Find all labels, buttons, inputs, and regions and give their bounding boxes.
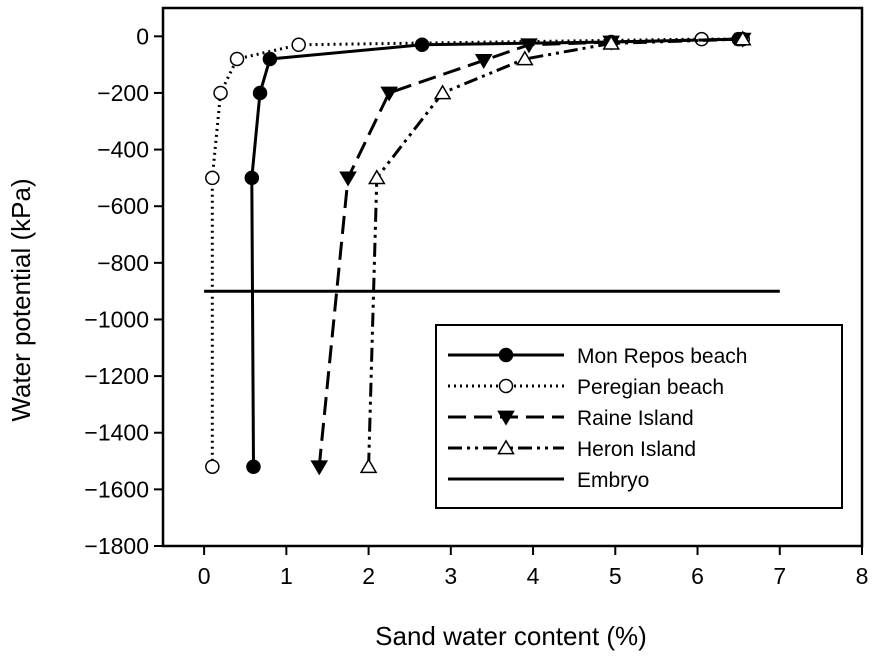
y-tick-label: −200 (97, 80, 149, 106)
data-point (733, 30, 752, 46)
y-axis-title: Water potential (kPa) (6, 178, 36, 421)
x-tick-label: 0 (198, 563, 211, 589)
data-point (213, 85, 228, 101)
x-tick-label: 7 (773, 563, 786, 589)
data-point (380, 86, 398, 102)
data-point (474, 54, 493, 69)
x-tick-label: 3 (444, 563, 457, 589)
x-tick-label: 2 (362, 563, 375, 589)
data-point (262, 51, 278, 67)
data-point (205, 459, 220, 474)
data-point (414, 37, 430, 53)
data-point (310, 460, 329, 476)
data-point (368, 169, 386, 185)
x-tick-label: 5 (609, 563, 622, 589)
data-point (516, 50, 534, 66)
data-point (291, 37, 306, 53)
data-point (244, 170, 260, 186)
legend-marker (498, 378, 514, 394)
y-tick-label: −800 (97, 250, 149, 276)
legend-label: Peregian beach (577, 376, 724, 399)
x-axis-title: Sand water content (%) (375, 621, 647, 651)
y-tick-label: −1200 (84, 363, 149, 389)
legend-label: Mon Repos beach (577, 345, 747, 368)
legend-marker (497, 439, 515, 455)
x-tick-label: 6 (691, 563, 704, 589)
y-tick-label: −1600 (84, 476, 149, 502)
data-point (229, 51, 245, 67)
y-tick-label: −1800 (84, 533, 149, 559)
legend-label: Raine Island (577, 407, 694, 430)
y-tick-label: 0 (136, 23, 149, 49)
data-point (339, 171, 357, 187)
x-tick-label: 8 (856, 563, 869, 589)
y-tick-label: −1400 (84, 420, 149, 446)
x-tick-label: 1 (280, 563, 293, 589)
legend-marker (498, 347, 514, 363)
legend-label: Heron Island (577, 438, 696, 461)
data-point (246, 459, 261, 474)
y-tick-label: −1000 (84, 306, 149, 332)
data-point (433, 84, 452, 100)
plot-frame (161, 6, 864, 548)
data-point (252, 85, 268, 101)
series-line (367, 37, 743, 467)
data-point (520, 38, 538, 54)
series-heron-island (359, 30, 752, 474)
legend-marker (497, 410, 515, 426)
data-point (205, 170, 220, 186)
legend-label: Embryo (577, 469, 649, 492)
data-point (602, 34, 620, 50)
y-tick-label: −600 (97, 193, 149, 219)
y-tick-label: −400 (97, 137, 149, 163)
x-tick-label: 4 (527, 563, 540, 589)
data-point (359, 458, 378, 474)
